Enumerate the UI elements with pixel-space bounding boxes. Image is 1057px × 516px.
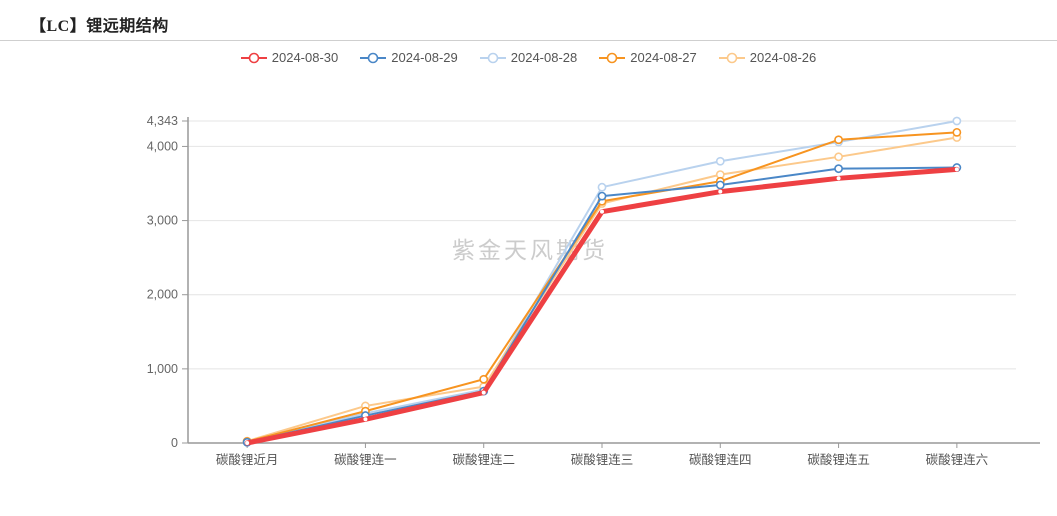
chart-legend: 2024-08-30 2024-08-29 2024-08-28 2024-08-27…	[0, 50, 1057, 65]
line-circle-marker-icon	[718, 52, 745, 63]
y-tick-label: 4,000	[147, 139, 178, 153]
y-tick-label: 2,000	[147, 288, 178, 302]
legend-item-2024-08-28[interactable]: 2024-08-28	[479, 50, 578, 65]
legend-item-2024-08-29[interactable]: 2024-08-29	[360, 50, 458, 65]
data-point-marker-icon[interactable]	[597, 182, 607, 192]
data-point-marker-icon[interactable]	[715, 180, 725, 190]
data-point-marker-icon[interactable]	[715, 156, 725, 166]
data-point-marker-icon[interactable]	[718, 189, 723, 194]
legend-label: 2024-08-30	[271, 50, 339, 65]
line-circle-marker-icon	[360, 52, 387, 63]
series-line-2024-08-29[interactable]	[246, 166, 958, 444]
legend-item-2024-08-27[interactable]: 2024-08-27	[599, 50, 697, 65]
legend-item-2024-08-30[interactable]: 2024-08-30	[240, 50, 339, 65]
data-point-marker-icon[interactable]	[481, 390, 486, 395]
legend-label: 2024-08-27	[630, 50, 697, 65]
y-tick-label: 1,000	[147, 362, 178, 376]
data-point-marker-icon[interactable]	[836, 176, 841, 181]
page-title: 【LC】锂远期结构	[30, 18, 169, 35]
data-point-marker-icon[interactable]	[363, 417, 368, 422]
x-category-label: 碳酸锂连六	[926, 452, 989, 467]
x-category-label: 碳酸锂连四	[689, 452, 752, 467]
line-circle-marker-icon	[599, 52, 626, 63]
title-divider	[0, 40, 1057, 41]
data-point-marker-icon[interactable]	[479, 374, 489, 384]
line-circle-marker-icon	[240, 52, 267, 63]
x-category-label: 碳酸锂近月	[216, 452, 279, 467]
data-point-marker-icon[interactable]	[834, 164, 843, 174]
data-point-marker-icon[interactable]	[245, 441, 250, 445]
y-tick-label: 0	[171, 436, 178, 450]
legend-label: 2024-08-29	[391, 50, 458, 65]
data-point-marker-icon[interactable]	[954, 167, 959, 172]
data-point-marker-icon[interactable]	[952, 127, 962, 137]
legend-label: 2024-08-26	[749, 50, 817, 65]
data-point-marker-icon[interactable]	[597, 191, 607, 201]
x-category-label: 碳酸锂连二	[452, 452, 515, 467]
data-point-marker-icon[interactable]	[600, 209, 604, 214]
x-category-label: 碳酸锂连一	[334, 452, 397, 467]
data-point-marker-icon[interactable]	[834, 152, 843, 162]
line-circle-marker-icon	[479, 52, 506, 63]
x-category-label: 碳酸锂连三	[571, 452, 634, 467]
x-category-label: 碳酸锂连五	[807, 452, 870, 467]
line-chart: 0 1,000 2,000 3,000 4,000 4,343 碳酸锂近月 碳酸锂连一 碳酸锂连…	[0, 70, 1057, 516]
legend-item-2024-08-26[interactable]: 2024-08-26	[718, 50, 817, 65]
legend-label: 2024-08-28	[510, 50, 578, 65]
data-point-marker-icon[interactable]	[834, 135, 843, 145]
y-tick-label: 4,343	[147, 114, 178, 128]
chart-canvas: 0 1,000 2,000 3,000 4,000 4,343 碳酸锂近月 碳酸锂连一 碳酸锂连…	[147, 114, 1040, 467]
data-point-marker-icon[interactable]	[952, 116, 962, 126]
y-tick-label: 3,000	[147, 214, 178, 228]
